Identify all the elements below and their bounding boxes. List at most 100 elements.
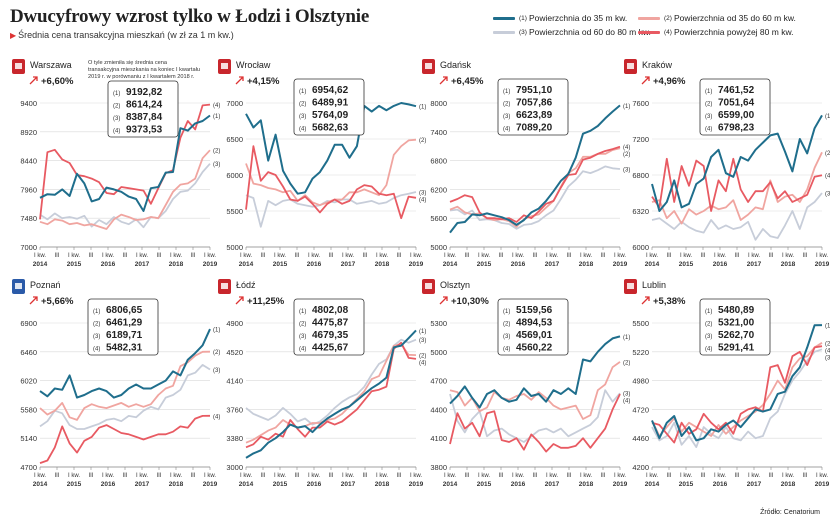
series-end-label: (1) <box>623 104 630 110</box>
page-subtitle: ▶ Średnia cena transakcyjna mieszkań (w z… <box>10 30 234 40</box>
y-tick-label: 5000 <box>430 348 447 357</box>
city-name: Poznań <box>30 280 61 290</box>
series-end-label: (4) <box>623 399 630 405</box>
series-line <box>245 341 417 449</box>
series-end-label: (4) <box>419 197 426 203</box>
series-end-label: (2) <box>825 151 830 157</box>
value-box-number: (1) <box>705 309 712 315</box>
y-tick-label: 5500 <box>632 319 649 328</box>
value-box-value: 5159,56 <box>516 305 553 316</box>
value-box-number: (4) <box>705 127 712 133</box>
y-tick-label: 6460 <box>20 348 37 357</box>
value-box-value: 8387,84 <box>126 112 163 123</box>
value-box-value: 4475,87 <box>312 318 349 329</box>
y-tick-label: 4200 <box>632 463 649 472</box>
series-end-label: (1) <box>419 329 426 335</box>
value-box-value: 5682,63 <box>312 123 349 134</box>
x-year-label: 2018 <box>169 261 184 268</box>
change-note-line: 2019 r. w porównaniu z I kwartałem 2018 … <box>88 74 195 80</box>
city-crest-detail <box>627 63 634 69</box>
value-box <box>87 298 159 356</box>
value-box <box>293 78 365 136</box>
y-tick-label: 4520 <box>226 348 243 357</box>
x-tick-label: I kw. <box>68 253 80 259</box>
x-tick-label: III <box>768 253 773 259</box>
legend-item: (1) Powierzchnia do 35 m kw. <box>493 13 627 23</box>
y-tick-label: 6500 <box>226 135 243 144</box>
series-line <box>39 103 211 220</box>
series-end-label: (2) <box>419 138 426 144</box>
series-line <box>449 104 621 234</box>
x-year-label: 2016 <box>307 261 322 268</box>
value-box-number: (1) <box>299 89 306 95</box>
series-end-label: (2) <box>419 354 426 360</box>
x-year-label: 2016 <box>511 261 526 268</box>
series-line <box>245 343 417 444</box>
x-tick-label: III <box>260 473 265 479</box>
x-year-label: 2014 <box>239 261 254 268</box>
legend-item: (4) Powierzchnia powyżej 80 m kw. <box>638 27 793 37</box>
value-box-number: (2) <box>503 102 510 108</box>
legend-label: Powierzchnia do 35 m kw. <box>528 13 628 23</box>
value-box-number: (1) <box>503 89 510 95</box>
series-line <box>39 114 211 212</box>
x-tick-label: III <box>768 473 773 479</box>
y-tick-label: 3800 <box>430 463 447 472</box>
y-tick-label: 8440 <box>20 157 37 166</box>
legend-item: (3) Powierzchnia od 60 do 80 m kw. <box>493 27 651 37</box>
x-tick-label: III <box>122 253 127 259</box>
legend-number: (2) <box>664 14 672 22</box>
series-end-label: (3) <box>419 338 426 344</box>
y-tick-label: 4700 <box>430 377 447 386</box>
value-box-number: (1) <box>299 309 306 315</box>
value-box-number: (2) <box>93 322 100 328</box>
x-year-label: 2018 <box>375 261 390 268</box>
value-box-number: (1) <box>93 309 100 315</box>
value-box-number: (2) <box>705 102 712 108</box>
x-tick-label: III <box>600 473 605 479</box>
x-tick-label: III <box>734 253 739 259</box>
x-year-label: 2014 <box>645 261 660 268</box>
x-tick-label: I kw. <box>102 253 114 259</box>
series-end-label: (3) <box>825 355 830 361</box>
value-box-value: 7461,52 <box>718 85 755 96</box>
x-year-label: 2016 <box>511 481 526 488</box>
x-year-label: 2015 <box>477 481 492 488</box>
value-box-number: (4) <box>299 347 306 353</box>
x-tick-label: III <box>88 253 93 259</box>
series-line <box>651 348 823 449</box>
series-end-label: (3) <box>419 190 426 196</box>
x-year-label: 2019 <box>613 261 628 268</box>
x-year-label: 2017 <box>545 261 560 268</box>
y-tick-label: 5000 <box>226 243 243 252</box>
y-tick-label: 7600 <box>632 99 649 108</box>
value-box-value: 9192,82 <box>126 87 163 98</box>
value-box-number: (3) <box>299 114 306 120</box>
x-tick-label: III <box>734 473 739 479</box>
series-line <box>245 191 417 228</box>
value-box-value: 4560,22 <box>516 343 553 354</box>
value-box <box>497 298 569 356</box>
x-tick-label: I kw. <box>308 253 320 259</box>
x-tick-label: III <box>802 253 807 259</box>
series-line <box>245 145 417 220</box>
series-line <box>449 145 621 223</box>
x-tick-label: III <box>566 473 571 479</box>
series-end-label: (3) <box>623 392 630 398</box>
series-end-label: (4) <box>825 174 830 180</box>
value-box-number: (2) <box>299 102 306 108</box>
x-year-label: 2014 <box>443 261 458 268</box>
y-tick-label: 5220 <box>632 348 649 357</box>
y-tick-label: 3380 <box>226 434 243 443</box>
value-box-number: (3) <box>503 334 510 340</box>
series-end-label: (2) <box>213 350 220 356</box>
x-tick-label: III <box>122 473 127 479</box>
page-title: Dwucyfrowy wzrost tylko w Łodzi i Olszty… <box>10 6 370 27</box>
x-year-label: 2017 <box>341 261 356 268</box>
y-tick-label: 5300 <box>430 319 447 328</box>
x-tick-label: III <box>700 253 705 259</box>
change-value: +6,45% <box>451 76 484 87</box>
x-tick-label: I kw. <box>816 473 828 479</box>
x-tick-label: I kw. <box>34 473 46 479</box>
x-tick-label: III <box>190 253 195 259</box>
